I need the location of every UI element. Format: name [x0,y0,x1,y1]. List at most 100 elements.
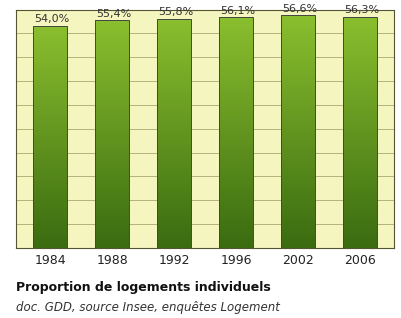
Bar [95,139,129,141]
Bar [33,108,67,110]
Bar [157,223,190,225]
Bar [342,17,376,248]
Bar [280,222,314,225]
Bar [157,48,190,51]
Bar [342,227,376,230]
Bar [219,54,252,57]
Bar [33,206,67,208]
Bar [95,150,129,152]
Bar [280,22,314,24]
Bar [280,120,314,122]
Bar [95,98,129,100]
Bar [33,59,67,61]
Bar [95,173,129,175]
Bar [157,184,190,186]
Bar [95,189,129,191]
Bar [95,223,129,225]
Bar [95,61,129,64]
Bar [33,162,67,164]
Bar [280,125,314,127]
Bar [219,202,252,204]
Bar [219,188,252,190]
Bar [95,148,129,150]
Bar [33,88,67,90]
Bar [280,80,314,83]
Bar [95,209,129,211]
Bar [157,106,190,108]
Bar [157,191,190,193]
Bar [219,57,252,59]
Bar [342,70,376,72]
Bar [280,178,314,181]
Bar [33,226,67,228]
Bar [95,43,129,45]
Bar [95,193,129,196]
Bar [157,60,190,62]
Bar [280,24,314,27]
Bar [219,105,252,107]
Bar [33,55,67,57]
Bar [219,123,252,126]
Bar [157,58,190,60]
Bar [157,200,190,202]
Bar [342,88,376,91]
Bar [157,159,190,161]
Bar [95,211,129,214]
Bar [95,91,129,93]
Bar [95,70,129,73]
Bar [95,100,129,102]
Bar [95,93,129,95]
Bar [157,230,190,232]
Bar [95,239,129,241]
Bar [33,101,67,104]
Bar [157,83,190,85]
Bar [95,170,129,173]
Bar [342,135,376,137]
Bar [280,127,314,129]
Bar [33,179,67,182]
Bar [33,86,67,88]
Bar [157,120,190,122]
Bar [33,35,67,37]
Bar [33,192,67,195]
Bar [157,35,190,37]
Bar [33,124,67,126]
Bar [33,133,67,135]
Bar [280,246,314,248]
Bar [280,97,314,99]
Bar [95,230,129,232]
Bar [33,232,67,235]
Bar [219,36,252,38]
Bar [342,42,376,44]
Bar [33,219,67,221]
Bar [95,29,129,31]
Bar [157,225,190,227]
Bar [280,90,314,92]
Bar [33,186,67,188]
Bar [157,115,190,117]
Bar [219,33,252,36]
Bar [157,51,190,53]
Bar [280,129,314,132]
Bar [33,148,67,150]
Bar [280,234,314,236]
Bar [157,186,190,188]
Bar [33,57,67,59]
Bar [157,218,190,220]
Bar [157,103,190,106]
Bar [342,118,376,121]
Bar [280,157,314,160]
Bar [219,195,252,197]
Text: Proportion de logements individuels: Proportion de logements individuels [16,281,270,294]
Bar [342,195,376,197]
Bar [280,57,314,59]
Bar [280,148,314,150]
Bar [280,181,314,183]
Bar [219,144,252,147]
Bar [95,157,129,159]
Bar [219,206,252,209]
Bar [33,182,67,184]
Bar [33,48,67,51]
Bar [280,136,314,139]
Bar [280,192,314,195]
